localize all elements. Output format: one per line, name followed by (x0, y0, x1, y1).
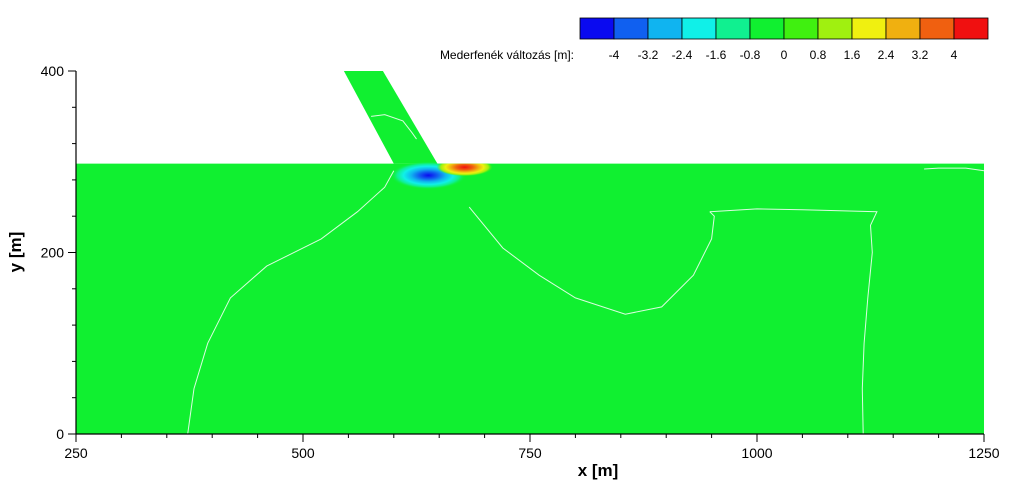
main-channel-area (76, 163, 984, 434)
x-tick-label: 250 (64, 445, 88, 461)
legend-label: 1.6 (844, 48, 861, 62)
deposition-bar (436, 158, 493, 177)
legend-swatch (749, 17, 785, 40)
legend-label: 4 (951, 48, 958, 62)
legend-colorbar (579, 17, 989, 40)
legend-swatch (953, 17, 989, 40)
y-tick-label: 0 (56, 426, 64, 442)
legend-swatch (613, 17, 649, 40)
contour-lines (187, 114, 985, 435)
x-tick-label: 1250 (968, 445, 999, 461)
contour-line (709, 208, 878, 435)
x-tick-label: 1000 (741, 445, 772, 461)
x-tick-label: 500 (291, 445, 315, 461)
side-channel-area (343, 71, 438, 164)
axes: 250 500 750 1000 1250 0 200 400 (41, 63, 1000, 461)
legend-swatch (851, 17, 887, 40)
contour-line (371, 114, 417, 140)
legend: Mederfenék változás [m]: -4 -3.2 -2.4 -1.6-… (440, 17, 989, 62)
contour-line (187, 170, 395, 435)
legend-label: -4 (609, 48, 620, 62)
x-tick-label: 750 (518, 445, 542, 461)
contour-line (468, 206, 715, 315)
legend-swatch (919, 17, 955, 40)
y-axis-title: y [m] (6, 232, 25, 273)
legend-label: -3.2 (638, 48, 659, 62)
legend-labels: -4 -3.2 -2.4 -1.6 -0.8 0 0.8 1.6 2.4 3.2 4 (609, 48, 958, 62)
legend-swatch (681, 17, 717, 40)
legend-swatch (817, 17, 853, 40)
legend-swatch (647, 17, 683, 40)
legend-swatch (715, 17, 751, 40)
legend-swatch (579, 17, 615, 40)
contour-field (76, 71, 985, 435)
y-ticks: 0 200 400 (41, 63, 76, 442)
legend-label: -2.4 (672, 48, 693, 62)
x-axis-title: x [m] (578, 461, 619, 480)
y-tick-label: 400 (41, 63, 65, 79)
legend-label: 2.4 (878, 48, 895, 62)
legend-label: -0.8 (740, 48, 761, 62)
legend-swatch (783, 17, 819, 40)
y-tick-label: 200 (41, 245, 65, 261)
legend-label: 0.8 (810, 48, 827, 62)
legend-label: -1.6 (706, 48, 727, 62)
legend-label: 0 (781, 48, 788, 62)
x-ticks: 250 500 750 1000 1250 (64, 434, 1000, 461)
contour-line (924, 167, 985, 172)
legend-title: Mederfenék változás [m]: (440, 48, 574, 62)
legend-label: 3.2 (912, 48, 929, 62)
legend-swatch (885, 17, 921, 40)
